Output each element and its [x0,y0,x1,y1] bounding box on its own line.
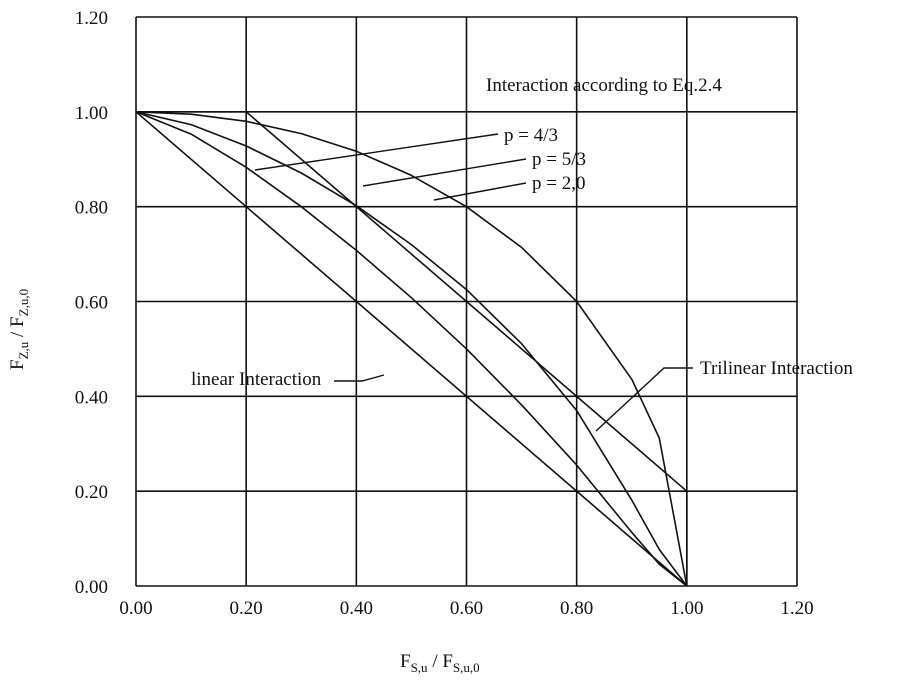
x-tick-label-0: 0.00 [119,598,152,619]
y-tick-label-2: 0.40 [75,387,108,408]
annotation-p-5-3: p = 5/3 [532,149,586,170]
series-line-0 [135,111,688,587]
series-line-4 [135,111,688,587]
series-line-1 [136,111,688,586]
x-tick-label-5: 1.00 [670,598,703,619]
annotation-linear: linear Interaction [191,369,322,390]
y-tick-label-5: 1.00 [75,103,108,124]
series-lines [135,111,688,587]
x-tick-label-1: 0.20 [230,598,263,619]
x-tick-label-2: 0.40 [340,598,373,619]
annotation-trilinear: Trilinear Interaction [700,358,853,379]
leader-linear [334,374,385,382]
y-tick-label-6: 1.20 [75,8,108,29]
series-line-2 [135,111,688,587]
leader-trilinear [595,367,693,432]
y-axis-title: FZ,u / FZ,u,0 [7,289,31,370]
x-axis-title: FS,u / FS,u,0 [400,651,480,675]
y-tick-label-4: 0.80 [75,198,108,219]
annotation-p-2-0: p = 2,0 [532,173,585,194]
annotation-title: Interaction according to Eq.2.4 [486,75,722,96]
x-tick-label-6: 1.20 [780,598,813,619]
annotation-p-4-3: p = 4/3 [504,125,558,146]
y-tick-label-3: 0.60 [75,293,108,314]
leader-p-4-3 [254,133,499,171]
series-line-3 [135,111,688,587]
tick-labels: 0.00 0.20 0.40 0.60 0.80 1.00 1.20 0.00 0.20 0.40… [75,8,814,619]
y-tick-label-1: 0.20 [75,482,108,503]
y-tick-label-0: 0.00 [75,577,108,598]
leader-p-2-0 [433,182,527,201]
x-tick-label-4: 0.80 [560,598,593,619]
leader-p-5-3 [362,158,527,187]
x-tick-label-3: 0.60 [450,598,483,619]
